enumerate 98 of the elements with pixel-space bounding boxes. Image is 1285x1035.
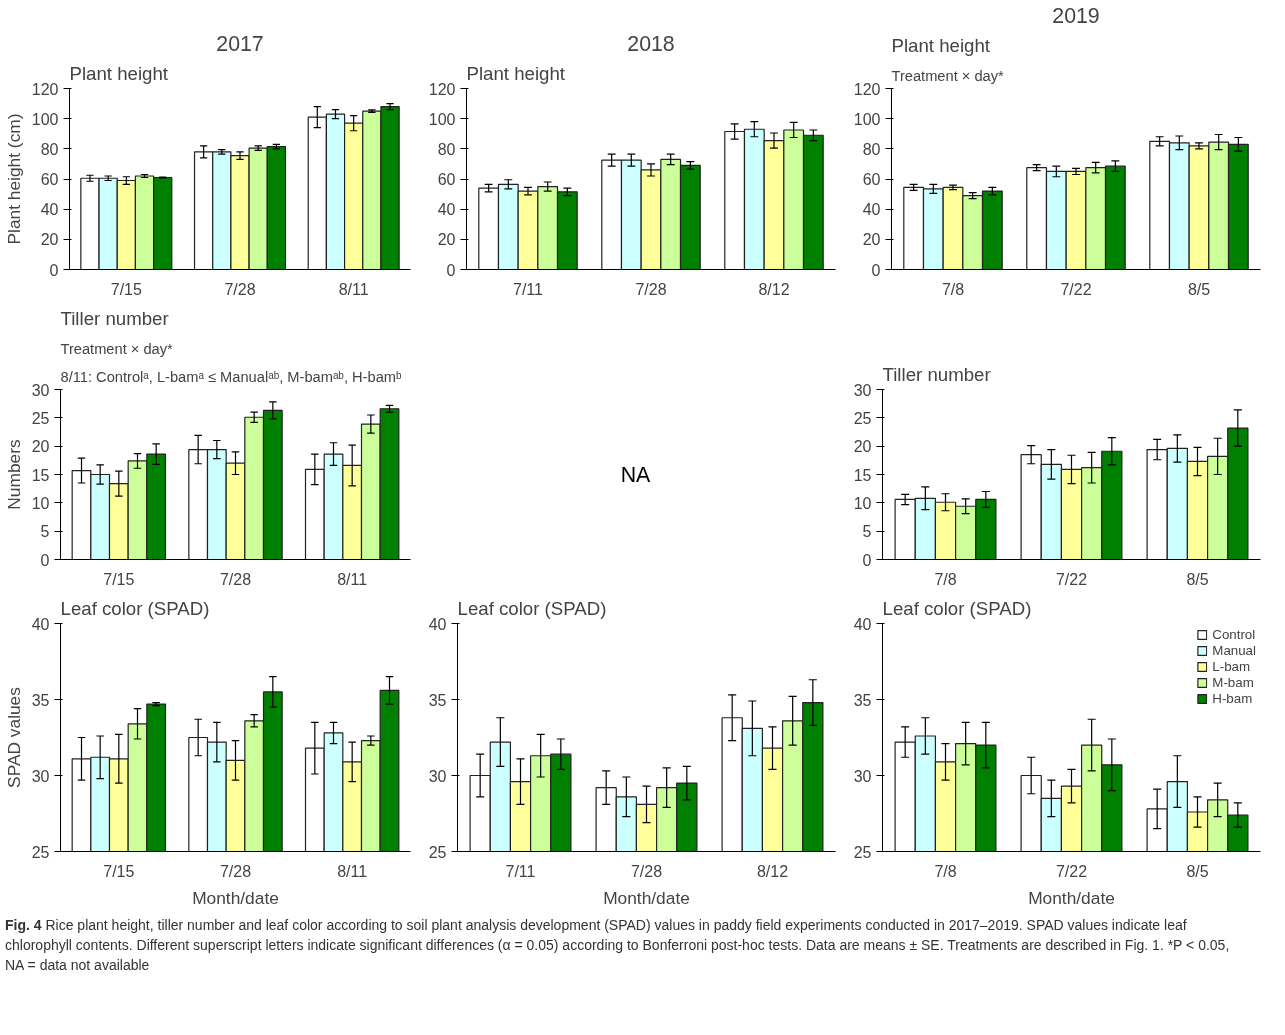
legend-label: M-bam bbox=[1212, 675, 1254, 690]
y-tick-label: 120 bbox=[31, 80, 59, 98]
y-tick-label: 25 bbox=[428, 843, 447, 861]
x-tick-label: 7/28 bbox=[219, 570, 252, 588]
chart-title: Tiller number bbox=[60, 307, 169, 329]
x-tick-label: 7/28 bbox=[630, 862, 663, 880]
x-tick-label: 8/12 bbox=[758, 280, 790, 298]
chart-subtitle: Plant height bbox=[69, 62, 169, 84]
x-tick-label: 7/15 bbox=[110, 280, 143, 298]
y-tick-label: 20 bbox=[437, 231, 456, 249]
x-tick-label: 8/11 bbox=[338, 280, 369, 298]
y-tick-label: 5 bbox=[862, 523, 872, 541]
y-tick-label: 25 bbox=[853, 409, 872, 427]
text: 8/11: Controlᵃ, L-bamᵃ ≤ Manualᵃᵇ, M-bamᵃᵇ, H-bamᵇ bbox=[60, 368, 403, 385]
x-axis-title: Month/date bbox=[192, 887, 279, 908]
chart-title: Leaf color (SPAD) bbox=[60, 597, 210, 619]
x-tick-label: 8/5 bbox=[1187, 280, 1211, 298]
chart-title: 2017 bbox=[216, 31, 264, 56]
y-axis-title: Numbers bbox=[3, 439, 24, 510]
y-tick-label: 80 bbox=[862, 140, 881, 158]
chart-title: Leaf color (SPAD) bbox=[882, 597, 1032, 619]
x-tick-label: 7/28 bbox=[635, 280, 667, 298]
y-tick-label: 40 bbox=[428, 615, 447, 633]
x-tick-label: 7/8 bbox=[934, 862, 957, 880]
y-tick-label: 40 bbox=[437, 201, 456, 219]
y-tick-label: 60 bbox=[40, 171, 59, 188]
x-tick-label: 7/8 bbox=[941, 280, 965, 298]
x-tick-label: 7/15 bbox=[103, 570, 135, 588]
y-tick-label: 15 bbox=[853, 466, 872, 484]
y-tick-label: 60 bbox=[437, 171, 456, 188]
x-tick-label: 8/12 bbox=[756, 862, 789, 880]
y-tick-label: 10 bbox=[853, 494, 872, 512]
y-tick-label: 20 bbox=[853, 438, 872, 456]
chart-title: 2019 bbox=[1052, 3, 1100, 28]
y-tick-label: 100 bbox=[31, 110, 59, 128]
x-tick-label: 7/15 bbox=[103, 862, 135, 880]
text: NA bbox=[620, 462, 652, 487]
x-tick-label: 8/11 bbox=[337, 862, 368, 880]
y-tick-label: 30 bbox=[853, 381, 872, 399]
y-tick-label: 100 bbox=[428, 110, 456, 128]
y-tick-label: 40 bbox=[31, 615, 50, 633]
x-axis-title: Month/date bbox=[603, 887, 690, 908]
legend-label: Control bbox=[1212, 627, 1256, 642]
x-axis-title: Month/date bbox=[1028, 887, 1115, 908]
y-tick-label: 20 bbox=[40, 231, 59, 249]
y-tick-label: 25 bbox=[31, 843, 50, 861]
y-tick-label: 35 bbox=[428, 691, 447, 709]
y-tick-label: 15 bbox=[31, 466, 50, 484]
y-tick-label: 80 bbox=[437, 140, 456, 158]
y-tick-label: 0 bbox=[446, 261, 456, 279]
y-axis-title: SPAD values bbox=[3, 686, 24, 788]
x-tick-label: 7/22 bbox=[1055, 570, 1088, 588]
y-tick-label: 0 bbox=[862, 551, 872, 569]
y-tick-label: 35 bbox=[31, 691, 50, 709]
y-tick-label: 40 bbox=[40, 201, 59, 219]
y-tick-label: 100 bbox=[853, 110, 881, 128]
y-tick-label: 35 bbox=[853, 691, 872, 709]
y-tick-label: 20 bbox=[31, 438, 50, 456]
chart-title: Tiller number bbox=[882, 363, 991, 385]
legend-label: L-bam bbox=[1212, 659, 1251, 674]
legend-label: Manual bbox=[1212, 643, 1256, 658]
y-tick-label: 80 bbox=[40, 140, 59, 158]
chart-title: Leaf color (SPAD) bbox=[457, 597, 607, 619]
y-tick-label: 20 bbox=[862, 231, 881, 249]
y-tick-label: 40 bbox=[862, 201, 881, 219]
y-tick-label: 25 bbox=[31, 409, 50, 427]
y-tick-label: 10 bbox=[31, 494, 50, 512]
x-tick-label: 7/8 bbox=[934, 570, 957, 588]
chart-title: 2018 bbox=[627, 31, 675, 56]
x-tick-label: 7/11 bbox=[513, 280, 544, 298]
y-tick-label: 0 bbox=[40, 551, 50, 569]
chart-subtitle: Plant height bbox=[891, 34, 991, 56]
x-tick-label: 8/5 bbox=[1186, 570, 1209, 588]
text: Treatment × day* bbox=[891, 67, 1005, 84]
x-tick-label: 7/22 bbox=[1055, 862, 1088, 880]
y-tick-label: 25 bbox=[853, 843, 872, 861]
x-tick-label: 7/22 bbox=[1060, 280, 1092, 298]
y-tick-label: 30 bbox=[428, 767, 447, 785]
text: Treatment × day* bbox=[60, 340, 174, 357]
y-tick-label: 30 bbox=[31, 381, 50, 399]
y-tick-label: 30 bbox=[31, 767, 50, 785]
x-tick-label: 7/11 bbox=[505, 862, 536, 880]
y-tick-label: 0 bbox=[871, 261, 881, 279]
x-tick-label: 7/28 bbox=[219, 862, 252, 880]
chart-subtitle: Plant height bbox=[466, 62, 566, 84]
y-tick-label: 0 bbox=[49, 261, 59, 279]
y-tick-label: 120 bbox=[428, 80, 456, 98]
x-tick-label: 7/28 bbox=[224, 280, 256, 298]
caption: Fig. 4 bbox=[5, 917, 42, 933]
y-tick-label: 40 bbox=[853, 615, 872, 633]
y-tick-label: 5 bbox=[40, 523, 50, 541]
y-tick-label: 30 bbox=[853, 767, 872, 785]
y-tick-label: 60 bbox=[862, 171, 881, 188]
y-tick-label: 120 bbox=[853, 80, 881, 98]
x-tick-label: 8/5 bbox=[1186, 862, 1209, 880]
legend-label: H-bam bbox=[1212, 691, 1253, 706]
y-axis-title: Plant height (cm) bbox=[3, 113, 24, 245]
x-tick-label: 8/11 bbox=[337, 570, 368, 588]
